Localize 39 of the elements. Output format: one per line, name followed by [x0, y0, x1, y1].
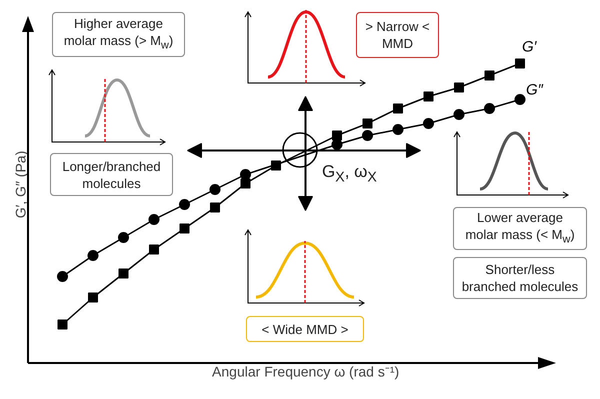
point — [88, 292, 98, 302]
point — [58, 320, 68, 330]
point — [454, 109, 464, 120]
point — [362, 118, 372, 128]
point — [149, 244, 159, 254]
text: > Narrow < MMD — [365, 18, 430, 52]
point — [393, 104, 403, 114]
point — [240, 169, 251, 180]
point — [332, 130, 342, 140]
point — [240, 178, 250, 188]
series-label: G′ — [522, 38, 538, 56]
point — [57, 271, 68, 282]
text: Higher average molar mass (> M$_{w}$) — [64, 14, 174, 54]
point — [118, 232, 129, 243]
point — [392, 124, 404, 135]
point — [454, 82, 464, 92]
series-label: G″ — [526, 82, 544, 98]
point — [179, 199, 190, 210]
point — [88, 250, 98, 261]
annotation: Lower average molar mass (< M$_{w}$) — [465, 208, 575, 248]
x-axis-title: Angular Frequency ω (rad s⁻¹) — [212, 364, 400, 380]
point — [180, 224, 190, 234]
annotation: Shorter/less branched molecules — [462, 261, 578, 295]
annotation: G$_{X}$, ω$_{X}$ — [322, 162, 377, 188]
point — [515, 58, 525, 68]
point — [210, 184, 220, 195]
point — [118, 268, 128, 278]
point — [332, 139, 342, 150]
y-axis-title: G′, G″ (Pa) — [12, 150, 28, 218]
point — [424, 92, 434, 102]
point — [423, 118, 434, 129]
point — [148, 214, 160, 225]
point — [210, 202, 220, 212]
annotation: < Wide MMD > — [262, 320, 348, 338]
annotation: Longer/branched molecules — [62, 158, 161, 192]
point — [484, 103, 495, 114]
point — [514, 94, 526, 105]
point — [362, 130, 373, 141]
point — [484, 70, 494, 80]
